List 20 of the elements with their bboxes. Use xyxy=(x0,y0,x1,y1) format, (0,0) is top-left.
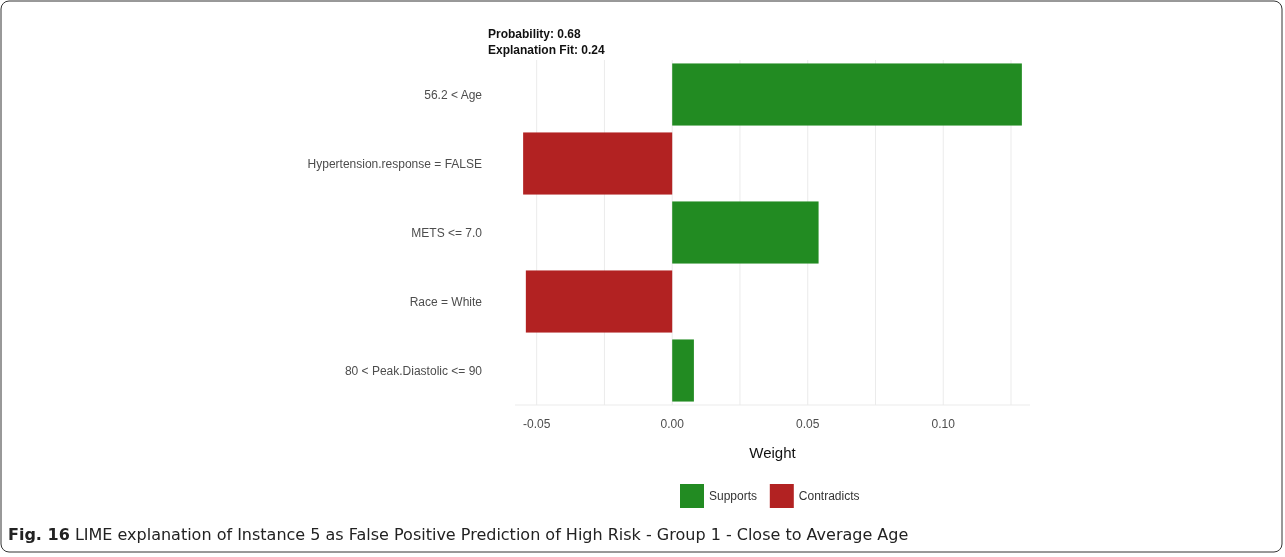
x-tick-label: -0.05 xyxy=(523,417,551,431)
bar xyxy=(672,339,694,402)
y-tick-label: METS <= 7.0 xyxy=(411,225,483,240)
chart-title: Probability: 0.68 xyxy=(488,27,582,41)
bar xyxy=(672,63,1022,126)
y-tick-label: Race = White xyxy=(409,294,483,309)
x-tick-label: 0.05 xyxy=(796,417,820,431)
x-tick-label: 0.00 xyxy=(660,417,685,431)
x-tick-label: 0.10 xyxy=(931,417,956,431)
legend-label: Supports xyxy=(709,489,758,503)
bar xyxy=(672,201,819,264)
x-axis-title: Weight xyxy=(749,444,797,461)
bar xyxy=(523,132,673,195)
bar xyxy=(525,270,673,333)
y-tick-label: 80 < Peak.Diastolic <= 90 xyxy=(344,363,483,378)
legend-label: Contradicts xyxy=(798,489,860,503)
caption: Fig. 16 LIME explanation of Instance 5 as False Positive Prediction of High Risk - Group 1 - Close to Average Age xyxy=(8,525,909,544)
y-tick-label: Hypertension.response = FALSE xyxy=(307,156,482,171)
y-tick-label: 56.2 < Age xyxy=(424,87,483,102)
chart-subtitle: Explanation Fit: 0.24 xyxy=(488,43,606,57)
